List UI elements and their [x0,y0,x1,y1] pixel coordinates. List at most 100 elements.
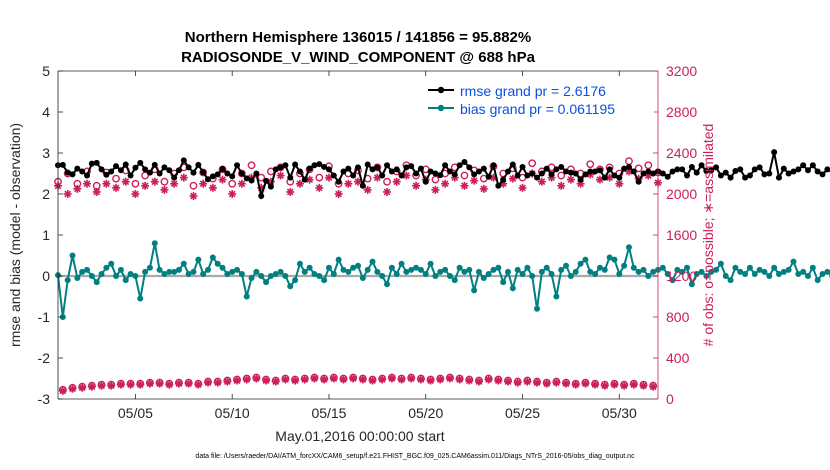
bias-point [480,275,487,282]
bias-point [234,266,241,273]
obs-assimilated-point [179,173,188,182]
bias-point [98,270,105,277]
bias-point [258,273,265,279]
rmse-point [592,168,599,175]
bias-point [708,268,715,275]
bias-point [195,256,202,263]
rmse-point [258,193,265,200]
bias-point [427,260,434,267]
series-assimilated-obs [54,167,662,395]
rmse-point [601,174,608,181]
rmse-point [514,172,521,179]
rmse-point [388,168,395,175]
bias-point [592,270,599,277]
rmse-point [679,166,686,173]
rmse-point [248,177,255,184]
rmse-point [475,168,482,175]
obs-assimilated-point [295,179,304,188]
rmse-point [524,172,531,179]
obs-assimilated-point [112,183,121,192]
obs-assimilated-point [383,187,392,196]
bias-point [543,264,550,271]
bias-point [253,268,260,275]
bias-point [790,258,797,265]
rmse-point [277,164,284,171]
obs-assimilated-point [455,375,464,384]
legend-bias-label: bias grand pr = 0.061195 [460,101,615,117]
obs-assimilated-point [334,190,343,198]
bias-point [127,270,134,277]
rmse-point [238,170,245,177]
obs-assimilated-point [504,377,512,386]
rmse-point [577,176,584,183]
bias-point [771,264,778,271]
bias-point [224,270,231,277]
x-tick-label: 05/30 [602,405,637,421]
rmse-point [746,172,753,179]
bias-point [717,260,724,267]
obs-assimilated-point [165,380,174,389]
obs-assimilated-point [542,379,551,388]
bias-point [688,281,695,288]
obs-assimilated-point [412,181,421,190]
rmse-point [567,169,574,176]
bias-point [93,279,100,286]
rmse-point [350,172,357,179]
obs-assimilated-point [281,375,290,384]
obs-assimilated-point [310,374,319,383]
rmse-point [824,166,830,173]
rmse-point [785,170,792,177]
rmse-point [606,166,613,173]
obs-assimilated-point [116,380,125,389]
obs-assimilated-point [68,384,77,393]
rmse-point [543,165,550,172]
obs-assimilated-point [392,177,401,186]
obs-assimilated-point [533,378,542,387]
bias-point [611,256,618,263]
bias-point [509,285,516,292]
bias-point [379,273,386,279]
bias-point [814,277,821,284]
bias-point [621,262,628,269]
bias-point [737,268,744,275]
bias-point [142,268,149,275]
bias-point [795,270,802,277]
bias-point [732,264,739,271]
y-right-tick-label: 2800 [666,104,697,120]
bias-point [345,268,352,275]
obs-assimilated-point [494,376,503,385]
bias-point [277,268,284,275]
bias-point [398,260,405,267]
obs-possible-point [557,171,566,180]
rmse-point [403,164,410,171]
obs-possible-point [237,169,246,178]
bias-point [558,266,565,273]
obs-assimilated-point [233,376,242,385]
rmse-point [393,166,400,173]
rmse-point [693,169,700,176]
rmse-point [717,172,724,179]
obs-assimilated-point [199,179,208,188]
rmse-point [325,166,332,173]
rmse-point [538,170,545,177]
bias-point [267,273,274,279]
bias-point [374,268,381,275]
bias-point [238,270,245,277]
obs-assimilated-point [470,176,479,185]
rmse-point [98,166,105,173]
rmse-point [558,163,565,170]
obs-assimilated-point [204,378,212,387]
bias-point [567,273,574,279]
rmse-point [587,168,594,175]
bias-point [287,283,294,290]
bias-point [122,277,129,284]
rmse-point [742,174,749,181]
rmse-point [151,161,158,168]
rmse-point [688,163,695,170]
rmse-point [727,174,734,181]
rmse-point [413,170,420,177]
rmse-point [103,171,110,178]
rmse-point [456,162,463,169]
bias-point [616,270,623,277]
